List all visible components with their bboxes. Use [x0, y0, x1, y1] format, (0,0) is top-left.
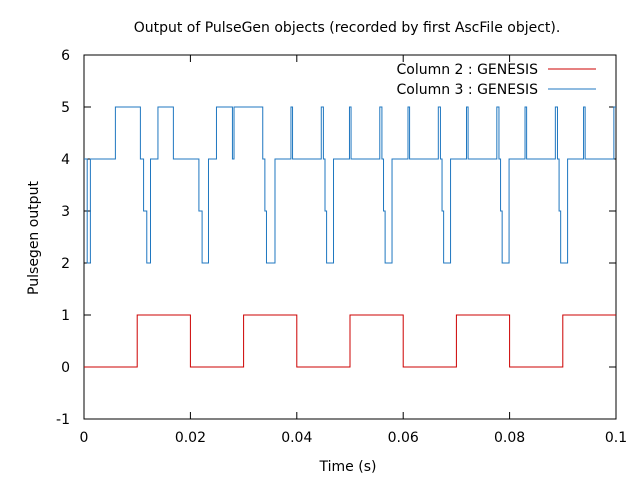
x-tick-label: 0 — [80, 430, 89, 446]
y-axis-label: Pulsegen output — [26, 181, 42, 295]
x-tick-label: 0.04 — [281, 430, 312, 446]
x-tick-label: 0.08 — [494, 430, 525, 446]
y-tick-label: 2 — [61, 256, 70, 272]
plot-frame — [83, 54, 617, 420]
legend-label: Column 2 : GENESIS — [396, 62, 538, 78]
y-tick-label: 1 — [61, 308, 70, 324]
x-tick-label: 0.02 — [175, 430, 206, 446]
y-tick-label: 3 — [61, 204, 70, 220]
series-line-1 — [84, 314, 616, 368]
x-axis-label: Time (s) — [319, 459, 377, 475]
y-tick-label: -1 — [56, 412, 70, 428]
y-tick-label: 6 — [61, 48, 70, 64]
y-tick-label: 5 — [61, 100, 70, 116]
x-tick-label: 0.1 — [605, 430, 627, 446]
chart-title: Output of PulseGen objects (recorded by … — [134, 20, 561, 36]
y-tick-label: 4 — [61, 152, 70, 168]
plot-area: -1 0 1 2 3 4 5 6 0 0.02 0.04 0.06 0.08 0.1 Column 2 : … — [56, 48, 627, 446]
legend-label: Column 3 : GENESIS — [396, 82, 538, 98]
x-tick-label: 0.06 — [388, 430, 419, 446]
y-tick-label: 0 — [61, 360, 70, 376]
series-line-2 — [84, 106, 616, 264]
